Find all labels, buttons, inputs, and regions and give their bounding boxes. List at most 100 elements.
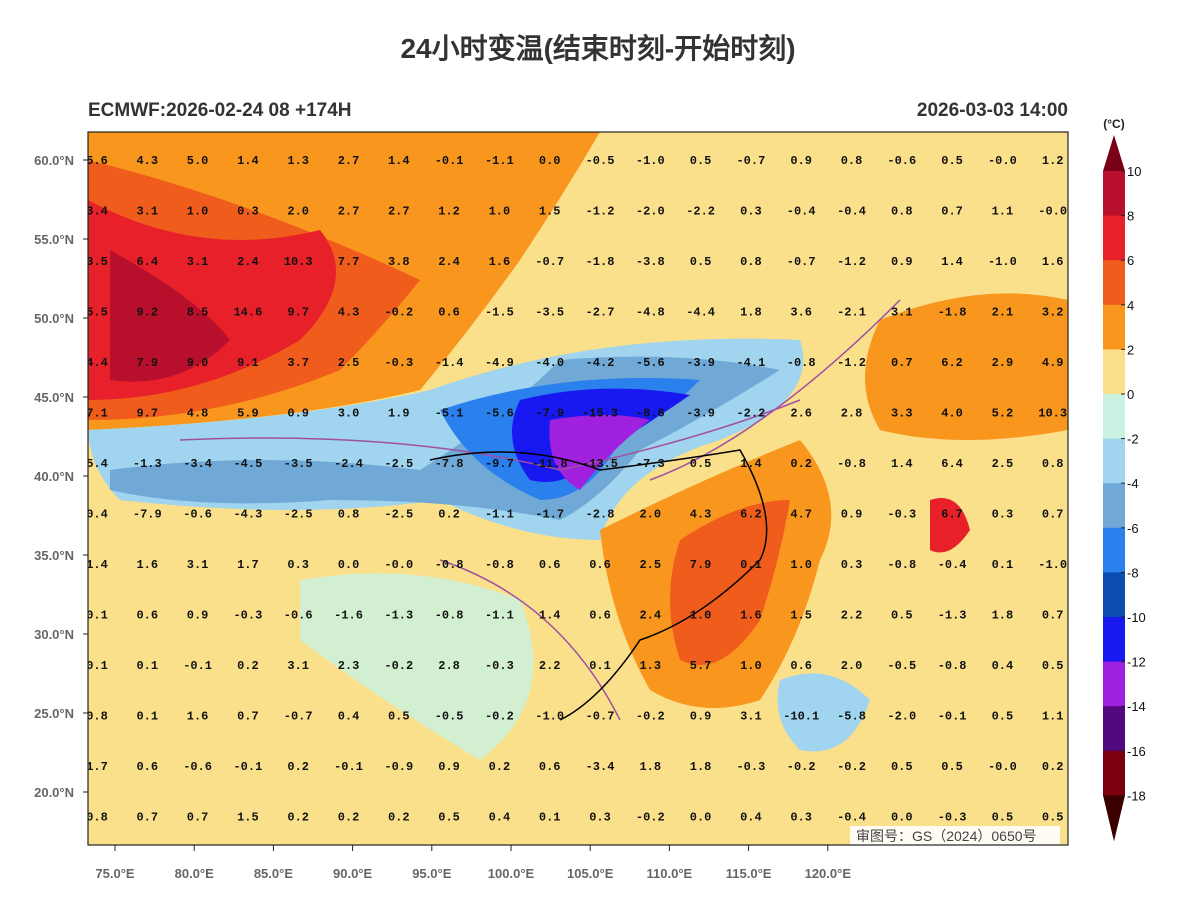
grid-value: 0.3 (992, 508, 1014, 522)
grid-value: 1.6 (187, 710, 209, 724)
grid-value: 4.9 (1042, 356, 1064, 370)
grid-value: 0.2 (1042, 760, 1064, 774)
grid-value: 3.8 (388, 255, 410, 269)
grid-value: 0.1 (589, 659, 611, 673)
grid-value: -9.7 (485, 457, 514, 471)
value-grid: 5.6 4.3 5.0 1.4 1.3 2.7 1.4 -0.1 -1.1 0.0 -0.5 -1.0… (86, 154, 1067, 825)
grid-value: 2.2 (841, 609, 863, 623)
colorbar-label: 4 (1127, 298, 1134, 313)
grid-value: -4.5 (233, 457, 262, 471)
grid-value: -11.8 (532, 457, 568, 471)
grid-value: -0.3 (736, 760, 765, 774)
lat-label: 55.0°N (34, 232, 74, 247)
grid-value: -2.0 (887, 710, 916, 724)
grid-value: -0.5 (586, 154, 615, 168)
grid-value: 1.4 (237, 154, 259, 168)
grid-value: 0.9 (438, 760, 460, 774)
grid-value: -0.1 (334, 760, 363, 774)
colorbar-band (1103, 572, 1125, 618)
warm-area (110, 250, 230, 382)
grid-value: 1.5 (539, 205, 561, 219)
lon-label: 100.0°E (488, 866, 535, 881)
grid-value: 9.1 (237, 356, 259, 370)
grid-value: 3.1 (891, 306, 913, 320)
colorbar-label: 2 (1127, 342, 1134, 357)
lat-label: 25.0°N (34, 706, 74, 721)
grid-value: 0.4 (740, 811, 762, 825)
grid-value: 1.7 (237, 558, 259, 572)
colorbar-label: -6 (1127, 521, 1139, 536)
grid-value: -0.1 (938, 710, 967, 724)
grid-value: -0.3 (938, 811, 967, 825)
grid-value: 5.9 (237, 407, 259, 421)
grid-value: 0.3 (841, 558, 863, 572)
grid-value: 0.2 (438, 508, 460, 522)
grid-value: 2.8 (438, 659, 460, 673)
grid-value: 9.2 (136, 306, 158, 320)
grid-value: -1.8 (586, 255, 615, 269)
grid-value: -1.3 (384, 609, 413, 623)
colorbar-band (1103, 706, 1125, 752)
grid-value: -1.4 (435, 356, 464, 370)
grid-value: 1.8 (690, 760, 712, 774)
lon-label: 110.0°E (647, 866, 693, 881)
grid-value: -0.2 (636, 710, 665, 724)
grid-value: 1.4 (86, 558, 108, 572)
grid-value: -1.1 (485, 609, 514, 623)
grid-value: 0.5 (941, 154, 963, 168)
grid-value: 0.8 (86, 710, 108, 724)
grid-value: 1.0 (690, 609, 712, 623)
grid-value: 1.4 (891, 457, 913, 471)
lat-label: 20.0°N (34, 785, 74, 800)
grid-value: 2.4 (639, 609, 661, 623)
colorbar-band (1103, 394, 1125, 440)
colorbar-label: -10 (1127, 610, 1146, 625)
grid-value: 4.3 (338, 306, 360, 320)
grid-value: -0.2 (636, 811, 665, 825)
colorbar-extend (1103, 795, 1125, 842)
grid-value: 0.4 (992, 659, 1014, 673)
grid-value: -3.4 (183, 457, 212, 471)
grid-value: 7.9 (136, 356, 158, 370)
grid-value: 9.7 (287, 306, 309, 320)
grid-value: 4.7 (790, 508, 812, 522)
grid-value: -8.6 (636, 407, 665, 421)
lat-label: 60.0°N (34, 153, 74, 168)
grid-value: 0.2 (388, 811, 410, 825)
grid-value: -1.0 (636, 154, 665, 168)
grid-value: -0.7 (787, 255, 816, 269)
grid-value: -2.2 (686, 205, 715, 219)
grid-value: -0.4 (837, 811, 866, 825)
grid-value: -13.5 (582, 457, 618, 471)
grid-value: 0.5 (891, 760, 913, 774)
grid-value: 1.6 (1042, 255, 1064, 269)
grid-value: 2.5 (639, 558, 661, 572)
grid-value: 1.2 (1042, 154, 1064, 168)
grid-value: -1.0 (988, 255, 1017, 269)
grid-value: 4.8 (187, 407, 209, 421)
grid-value: 0.8 (740, 255, 762, 269)
grid-value: 0.8 (86, 811, 108, 825)
grid-value: -0.8 (887, 558, 916, 572)
grid-value: 0.6 (790, 659, 812, 673)
grid-value: 1.8 (639, 760, 661, 774)
grid-value: 1.0 (187, 205, 209, 219)
grid-value: -4.4 (686, 306, 715, 320)
grid-value: 0.0 (338, 558, 360, 572)
grid-value: 6.4 (136, 255, 158, 269)
border (179, 299, 901, 721)
grid-value: 1.6 (489, 255, 511, 269)
grid-value: -4.8 (636, 306, 665, 320)
grid-value: -0.8 (485, 558, 514, 572)
grid-value: -4.2 (586, 356, 615, 370)
grid-value: -1.1 (485, 154, 514, 168)
grid-value: -0.4 (938, 558, 967, 572)
grid-value: 0.1 (86, 609, 108, 623)
grid-value: 2.2 (539, 659, 561, 673)
grid-value: -2.5 (284, 508, 313, 522)
grid-value: 6.7 (941, 508, 963, 522)
grid-value: 0.5 (438, 811, 460, 825)
grid-value: 2.4 (237, 255, 259, 269)
grid-value: 0.5 (891, 609, 913, 623)
